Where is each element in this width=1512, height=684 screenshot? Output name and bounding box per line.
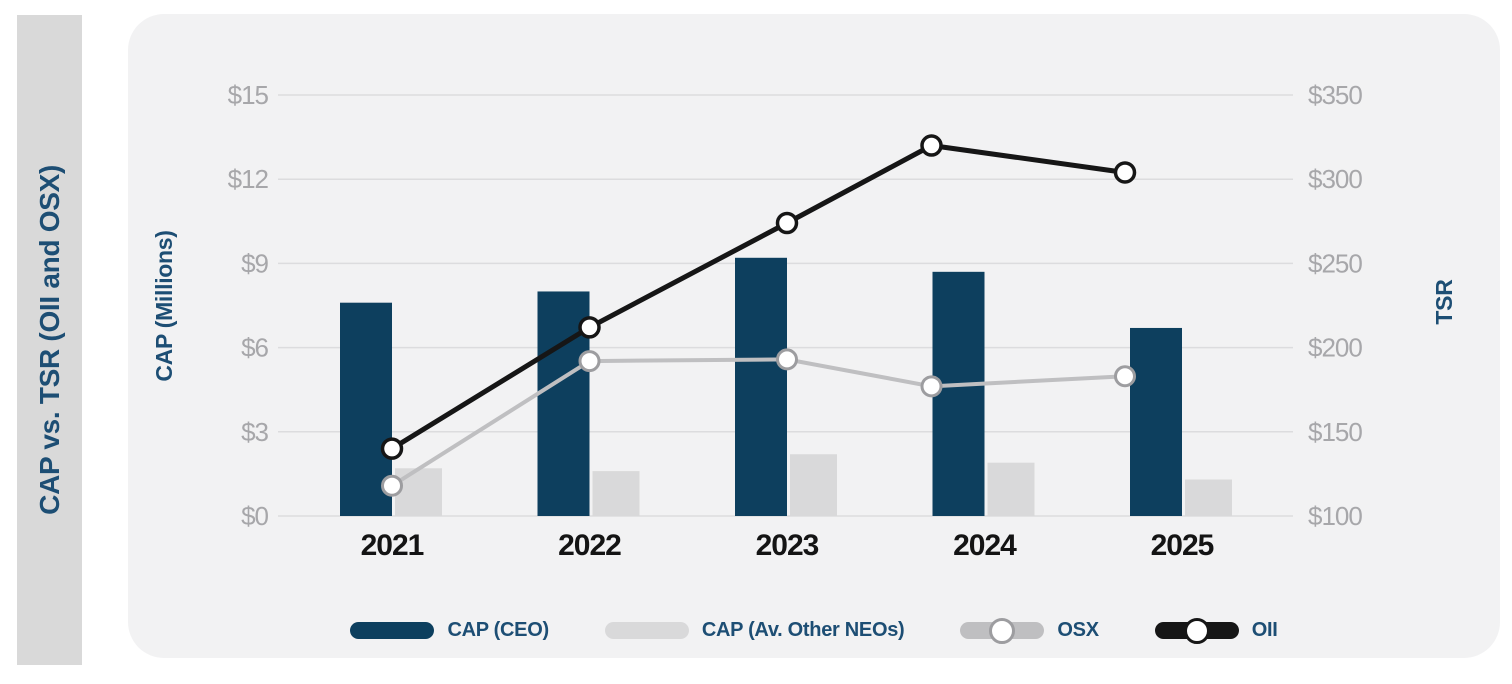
x-axis-label: 2025: [1151, 529, 1214, 562]
oii-marker: [920, 134, 943, 157]
osx-marker: [776, 348, 798, 371]
x-axis-label: 2022: [558, 529, 621, 562]
osx-marker: [578, 350, 601, 373]
oii-marker: [1113, 161, 1137, 184]
cap-vs-tsr-chart: $0 $100 $3 $150 $6 $200 $9 $250 $12 $300 $15 $350 20…: [151, 80, 1457, 562]
right-axis-tick: $100: [1308, 501, 1362, 531]
legend-label: CAP (Av. Other NEOs): [701, 619, 905, 641]
cap-ceo-bar: [932, 271, 985, 516]
chart-title: CAP vs. TSR (OII and OSX): [33, 165, 65, 515]
legend-marker-circle: [1183, 617, 1210, 644]
left-axis-tick: $0: [241, 501, 268, 531]
osx-marker: [920, 375, 943, 398]
left-axis-tick: $9: [241, 248, 268, 278]
chart-card: $0 $100 $3 $150 $6 $200 $9 $250 $12 $300 $15 $350 20…: [128, 14, 1500, 658]
oii-marker: [380, 437, 404, 460]
legend-swatch-bar-gray-sw: [604, 622, 689, 639]
legend: CAP (CEO) CAP (Av. Other NEOs) OSX OII: [128, 617, 1500, 644]
osx-marker: [381, 474, 403, 497]
left-axis-tick: $15: [228, 80, 269, 110]
cap-other-neos-bar: [1185, 479, 1232, 516]
oii-marker: [775, 211, 799, 235]
legend-swatch-line-black-sw: [1154, 617, 1239, 644]
legend-item-cap-av-other-neos: CAP (Av. Other NEOs): [604, 619, 905, 642]
legend-swatch-line-gray-sw: [960, 617, 1045, 644]
legend-item-oii: OII: [1154, 617, 1278, 644]
legend-label: OII: [1251, 619, 1278, 641]
legend-item-cap-ceo: CAP (CEO): [350, 619, 549, 642]
osx-marker: [1114, 365, 1136, 388]
x-axis-label: 2021: [361, 529, 424, 562]
right-axis-tick: $350: [1308, 80, 1362, 110]
left-axis-tick: $12: [228, 164, 269, 194]
right-axis-tick: $250: [1308, 248, 1362, 278]
cap-ceo-bar: [735, 257, 787, 516]
legend-swatch-bar-navy-sw: [350, 622, 435, 639]
right-axis-title: TSR: [1431, 279, 1457, 325]
x-axis-label: 2023: [756, 529, 819, 562]
left-axis-title: CAP (Millions): [151, 230, 177, 381]
left-axis-tick: $6: [241, 333, 268, 363]
oii-marker: [578, 316, 601, 339]
right-axis-tick: $300: [1308, 164, 1362, 194]
cap-other-neos-bar: [395, 468, 442, 516]
right-axis-tick: $200: [1308, 333, 1362, 363]
cap-ceo-bar: [1130, 327, 1182, 516]
left-axis-tick: $3: [241, 417, 268, 447]
cap-other-neos-bar: [790, 454, 837, 516]
right-axis-tick: $150: [1308, 417, 1362, 447]
legend-marker-circle: [989, 617, 1016, 644]
legend-label: OSX: [1057, 619, 1099, 641]
legend-label: CAP (CEO): [447, 619, 549, 641]
x-axis-label: 2024: [953, 529, 1017, 562]
cap-other-neos-bar: [987, 462, 1035, 516]
chart-title-strip: CAP vs. TSR (OII and OSX): [17, 15, 82, 665]
legend-item-osx: OSX: [960, 617, 1099, 644]
cap-other-neos-bar: [592, 471, 640, 516]
